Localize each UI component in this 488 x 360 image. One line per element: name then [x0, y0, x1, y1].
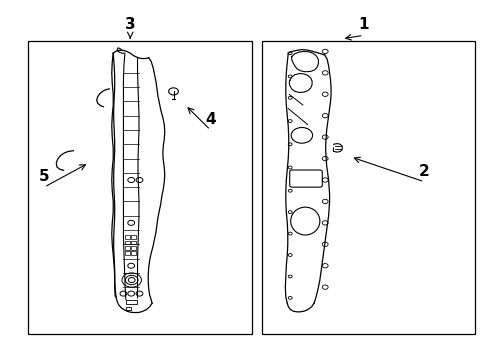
Bar — [28, 41, 251, 334]
Bar — [124, 241, 129, 244]
Bar — [126, 300, 137, 304]
Bar — [130, 241, 135, 244]
Bar — [130, 235, 135, 239]
Bar — [126, 307, 131, 310]
Text: 1: 1 — [358, 17, 368, 32]
Text: 3: 3 — [124, 17, 135, 32]
Text: 4: 4 — [205, 112, 215, 127]
Bar — [124, 235, 129, 239]
Bar — [130, 251, 135, 255]
Bar — [124, 251, 129, 255]
Text: 5: 5 — [39, 169, 49, 184]
Bar — [124, 246, 129, 249]
Bar — [261, 41, 474, 334]
Bar — [130, 246, 135, 249]
Text: 2: 2 — [418, 163, 429, 179]
